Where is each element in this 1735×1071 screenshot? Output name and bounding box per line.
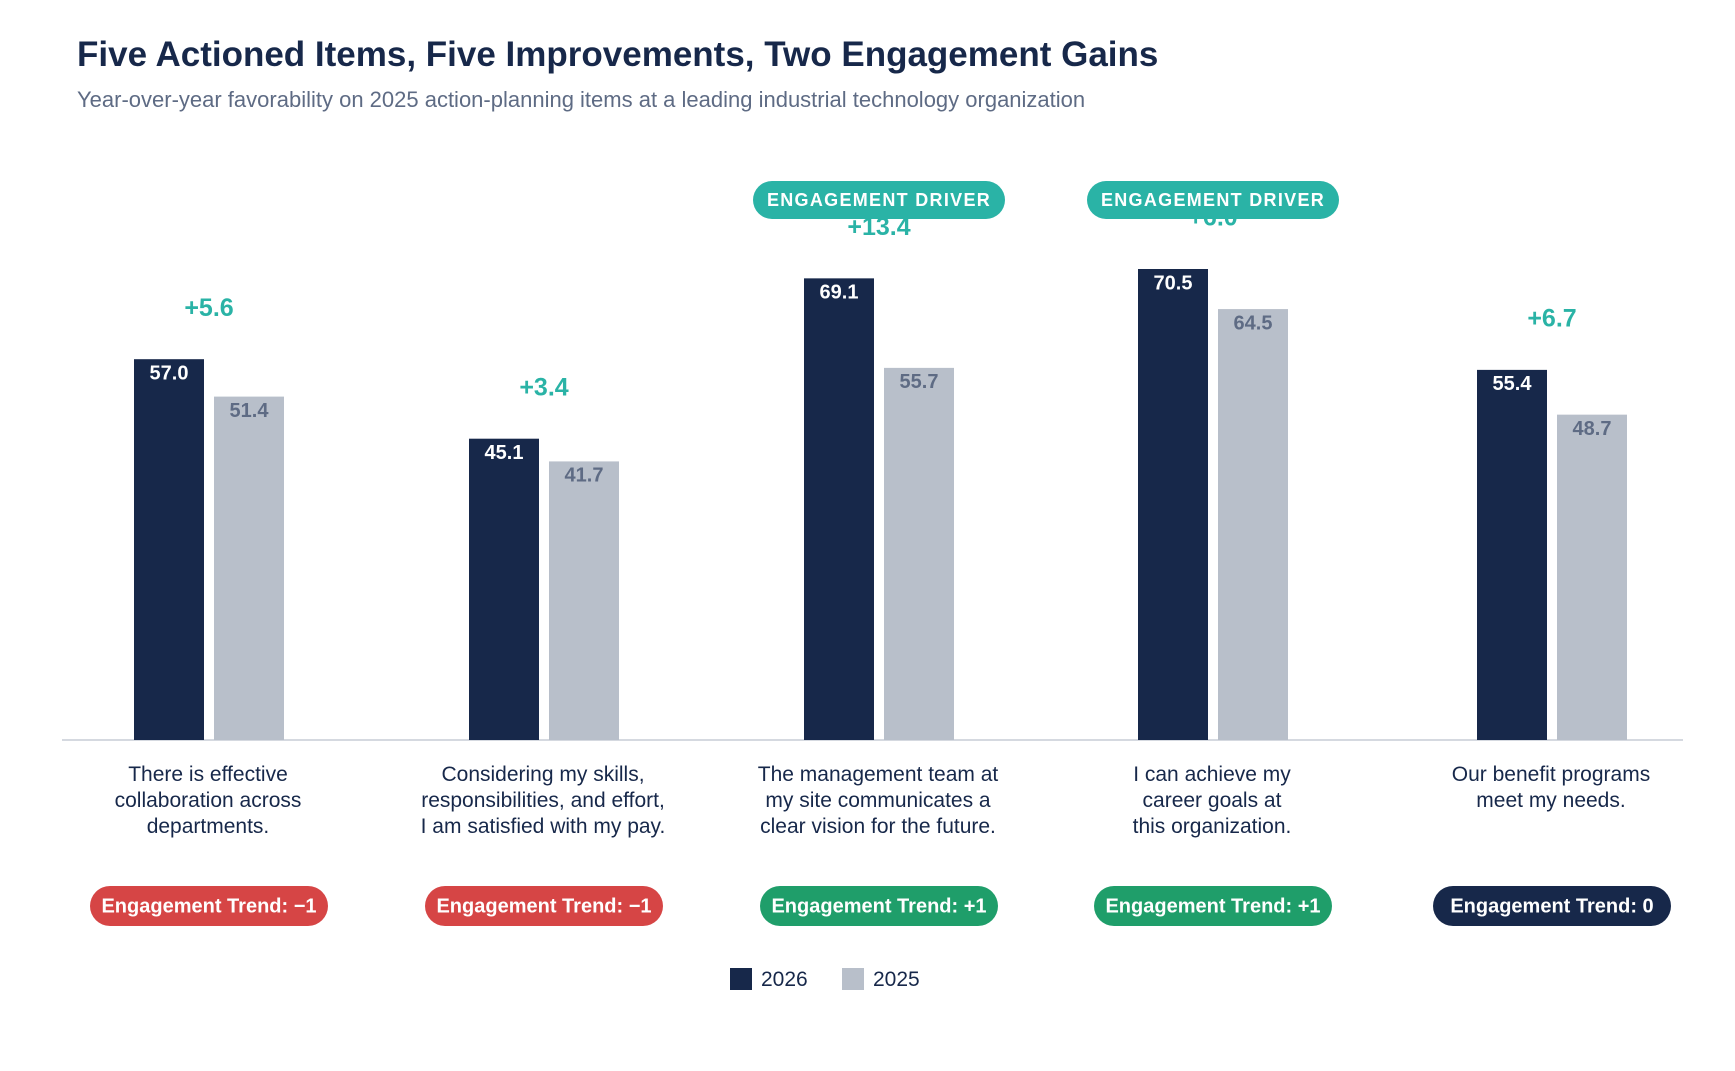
category-label-line: meet my needs. bbox=[1476, 789, 1625, 812]
engagement-trend-label: Engagement Trend: +1 bbox=[1105, 895, 1320, 917]
engagement-trend-badge bbox=[425, 886, 663, 926]
bar-2025 bbox=[1218, 309, 1288, 740]
category-label-line: I am satisfied with my pay. bbox=[421, 815, 666, 838]
engagement-trend-label: Engagement Trend: +1 bbox=[771, 895, 986, 917]
category-label: The management team at my site communicat… bbox=[758, 763, 999, 838]
category-label: I can achieve my career goals at this orga… bbox=[1133, 763, 1292, 838]
category-label-line: my site communicates a bbox=[765, 789, 991, 812]
engagement-trend-badge bbox=[90, 886, 328, 926]
bars-group: 57.0 51.4 +5.6 There is effective collaborat… bbox=[90, 181, 1671, 926]
category-label-line: collaboration across bbox=[115, 789, 302, 812]
category-label-line: I can achieve my bbox=[1133, 763, 1291, 786]
legend: 2026 2025 bbox=[730, 968, 920, 991]
difference-label: +6.7 bbox=[1527, 304, 1576, 332]
bar-2026 bbox=[804, 278, 874, 740]
bar-2026 bbox=[1477, 369, 1547, 740]
bar-value-label-2026: 45.1 bbox=[485, 442, 524, 464]
category-label-line: Considering my skills, bbox=[441, 763, 644, 786]
engagement-driver-badge bbox=[1087, 181, 1339, 219]
engagement-trend-label: Engagement Trend: −1 bbox=[101, 895, 316, 917]
bar-2026 bbox=[1138, 269, 1208, 740]
category-label: Considering my skills, responsibilities, … bbox=[421, 763, 666, 838]
bar-value-label-2025: 51.4 bbox=[230, 400, 270, 422]
bar-value-label-2025: 41.7 bbox=[565, 465, 604, 487]
bar-value-label-2025: 64.5 bbox=[1234, 312, 1273, 334]
bar-2026 bbox=[134, 359, 204, 740]
engagement-trend-label: Engagement Trend: −1 bbox=[436, 895, 651, 917]
difference-label: +5.6 bbox=[184, 294, 233, 322]
bar-value-label-2026: 55.4 bbox=[1493, 373, 1533, 395]
chart-title: Five Actioned Items, Five Improvements, … bbox=[77, 35, 1158, 74]
bar-value-label-2026: 70.5 bbox=[1154, 272, 1193, 294]
chart-subtitle: Year-over-year favorability on 2025 acti… bbox=[77, 87, 1085, 112]
bar-2026 bbox=[469, 438, 539, 740]
bar-value-label-2025: 55.7 bbox=[900, 371, 939, 393]
bar-value-label-2026: 69.1 bbox=[820, 282, 859, 304]
category-label-line: clear vision for the future. bbox=[760, 815, 996, 838]
legend-swatch-2026 bbox=[730, 968, 752, 990]
legend-label-2025: 2025 bbox=[873, 968, 920, 991]
engagement-trend-badge bbox=[1433, 886, 1671, 926]
category-label: There is effective collaboration across de… bbox=[115, 763, 302, 838]
category-label-line: There is effective bbox=[128, 763, 288, 786]
bar-2025 bbox=[214, 396, 284, 740]
category-label-line: responsibilities, and effort, bbox=[421, 789, 665, 812]
legend-swatch-2025 bbox=[842, 968, 864, 990]
bar-value-label-2026: 57.0 bbox=[150, 362, 189, 384]
difference-label: +3.4 bbox=[519, 373, 568, 401]
category-label-line: Our benefit programs bbox=[1452, 763, 1650, 786]
bar-2025 bbox=[549, 461, 619, 740]
category-label: Our benefit programs meet my needs. bbox=[1452, 763, 1650, 812]
category-label-line: departments. bbox=[147, 815, 270, 838]
legend-label-2026: 2026 bbox=[761, 968, 808, 991]
bar-value-label-2025: 48.7 bbox=[1573, 418, 1612, 440]
category-label-line: this organization. bbox=[1133, 815, 1292, 838]
bar-2025 bbox=[884, 367, 954, 740]
engagement-trend-label: Engagement Trend: 0 bbox=[1450, 895, 1653, 917]
engagement-trend-badge bbox=[760, 886, 998, 926]
bar-2025 bbox=[1557, 414, 1627, 740]
engagement-trend-badge bbox=[1094, 886, 1332, 926]
engagement-driver-badge-label: ENGAGEMENT DRIVER bbox=[767, 190, 991, 210]
engagement-driver-badge bbox=[753, 181, 1005, 219]
category-label-line: The management team at bbox=[758, 763, 999, 786]
category-label-line: career goals at bbox=[1143, 789, 1282, 812]
engagement-driver-badge-label: ENGAGEMENT DRIVER bbox=[1101, 190, 1325, 210]
